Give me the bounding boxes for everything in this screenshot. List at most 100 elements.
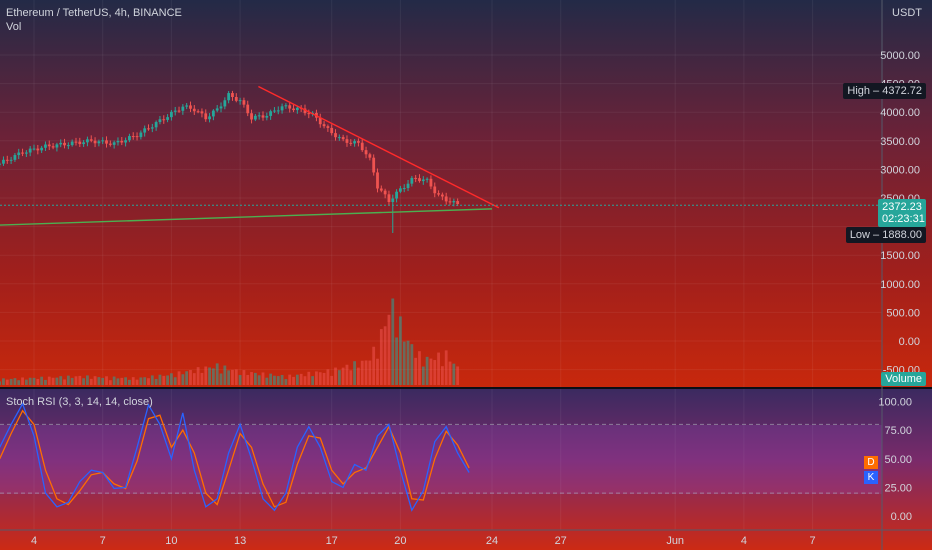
volume-bar (189, 370, 192, 385)
volume-badge: Volume (881, 372, 926, 386)
candle (36, 148, 40, 151)
volume-bar (360, 360, 364, 385)
candle (410, 177, 414, 184)
candle (158, 119, 162, 123)
volume-bar (322, 372, 326, 385)
price-tick-label: 500.00 (886, 307, 920, 319)
volume-bar (402, 341, 406, 385)
candle (280, 106, 284, 111)
time-tick-label: 20 (394, 535, 406, 547)
candle (177, 110, 181, 112)
volume-bar (116, 378, 120, 385)
low-value: 1888.00 (882, 229, 922, 241)
volume-bar (101, 377, 105, 385)
symbol-title[interactable]: Ethereum / TetherUS, 4h, BINANCE (6, 7, 182, 19)
candle (181, 106, 185, 111)
volume-bar (337, 370, 341, 385)
volume-bar (288, 374, 292, 385)
candle (253, 115, 257, 120)
volume-bar (200, 372, 204, 385)
candle (234, 97, 238, 101)
candle (211, 110, 215, 117)
stoch-d-tag: D (864, 456, 878, 469)
candle (414, 177, 418, 179)
volume-bar (143, 377, 147, 385)
grid (0, 0, 882, 530)
volume-bar (170, 373, 173, 385)
volume-bar (135, 379, 139, 385)
volume-indicator-label[interactable]: Vol (6, 21, 22, 33)
candle (124, 140, 127, 143)
candle (51, 146, 55, 148)
volume-bar (28, 377, 32, 385)
volume-bar (32, 377, 36, 385)
candle (238, 100, 242, 102)
volume-bar (36, 378, 40, 385)
volume-bar (399, 316, 402, 385)
candle (231, 93, 234, 98)
candle (116, 140, 120, 143)
low-badge: Low – 1888.00 (845, 227, 926, 243)
volume-bar (13, 378, 17, 385)
candle (421, 179, 425, 182)
volume-bar (433, 360, 437, 385)
volume-bar (40, 376, 44, 385)
volume-bar (234, 369, 238, 385)
volume-bar (166, 375, 169, 385)
ascending-trendline[interactable] (0, 208, 493, 226)
candle (334, 133, 337, 138)
high-value: 4372.72 (882, 85, 922, 97)
candle (357, 141, 360, 143)
candle (425, 178, 429, 180)
candle (326, 126, 330, 128)
volume-bar (425, 356, 429, 385)
volume-bar (44, 379, 47, 385)
volume-bar (246, 374, 250, 385)
candle (215, 108, 219, 111)
candle (219, 106, 223, 109)
volume-bar (357, 367, 360, 385)
volume-bar (24, 379, 28, 385)
candle (55, 144, 59, 148)
candle (288, 105, 292, 109)
volume-bar (414, 357, 418, 385)
candle (2, 159, 5, 164)
stoch-k-tag: K (864, 471, 878, 484)
candle (143, 128, 147, 133)
high-label: High (847, 85, 870, 97)
stoch-rsi-title[interactable]: Stoch RSI (3, 3, 14, 14, close) (6, 396, 153, 408)
volume-bar (257, 375, 261, 385)
price-tick-label: 4000.00 (880, 107, 920, 119)
candle (9, 159, 13, 161)
descending-trendline[interactable] (258, 85, 500, 209)
volume-bar (196, 367, 200, 385)
volume-bar (82, 378, 86, 385)
volume-bar (86, 375, 89, 385)
volume-bar (158, 374, 162, 385)
candle (341, 137, 345, 140)
volume-bar (21, 377, 24, 385)
volume-bar (410, 344, 414, 385)
volume-bar (284, 379, 288, 385)
volume-bar (150, 375, 154, 385)
candle (387, 194, 391, 203)
volume-bar (185, 371, 189, 385)
stoch-axis[interactable]: 100.00 75.00 50.00 25.00 0.00 (878, 397, 912, 524)
candle (250, 113, 253, 120)
time-axis[interactable]: 4 7 10 13 17 20 24 27 Jun 4 7 (31, 535, 816, 547)
volume-bar (292, 376, 295, 385)
candle (364, 150, 368, 155)
time-tick-label: 13 (234, 535, 246, 547)
candle (292, 108, 295, 111)
candle (97, 141, 101, 144)
volume-bar (181, 374, 185, 385)
price-tick-label: 0.00 (899, 336, 920, 348)
volume-bar (330, 375, 334, 385)
volume-bar (139, 377, 143, 385)
candle (40, 147, 44, 151)
candle (82, 142, 86, 145)
volume-bar (250, 372, 253, 385)
candle (307, 113, 311, 115)
volume-bar (78, 375, 82, 385)
